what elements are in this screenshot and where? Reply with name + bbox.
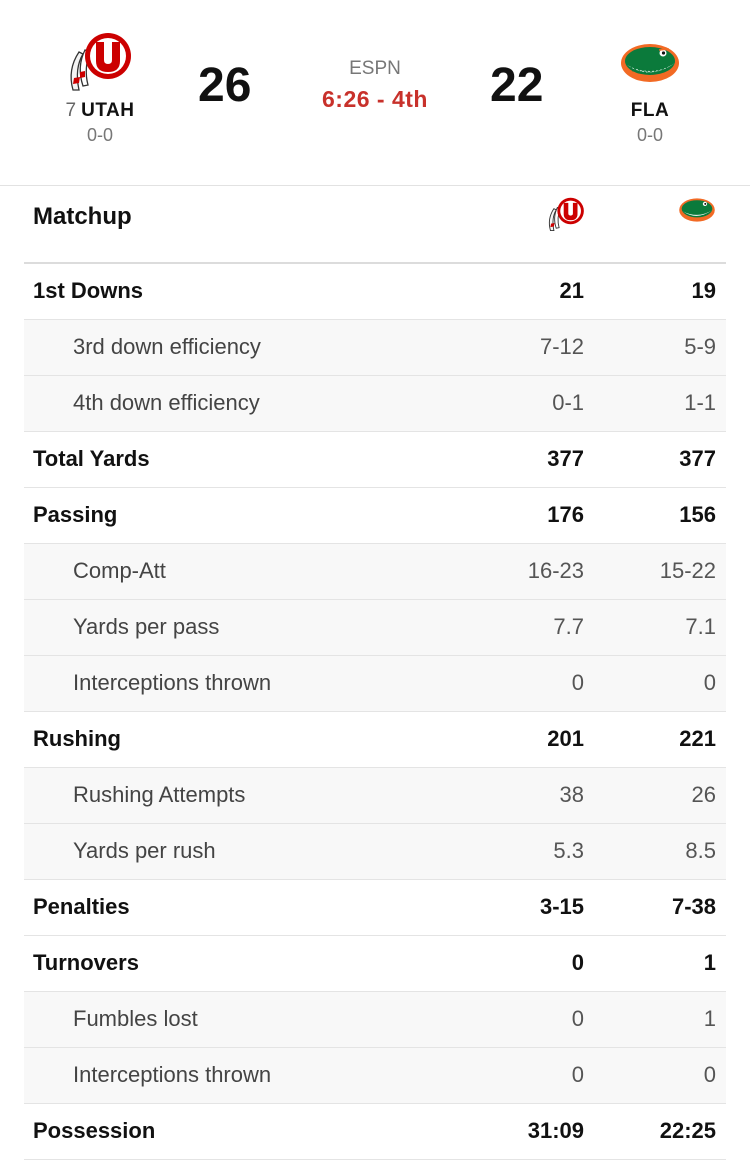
away-stat-value: 7.7 [553,614,584,639]
florida-gators-logo-icon [580,30,720,96]
stat-subrow: Comp-Att 16-23 15-22 [24,544,726,600]
home-stat-value: 0 [703,1062,716,1087]
stat-label: 1st Downs [33,278,144,303]
stat-label: Yards per pass [73,614,220,639]
home-stat-value: 7.1 [685,614,716,639]
matchup-stats-card: Matchup 1st Downs 21 19 3rd down efficiency… [0,185,750,1162]
game-status: ESPN 6:26 - 4th [290,58,460,113]
home-stat-value: 7-38 [671,894,716,919]
stat-row: Turnovers 0 1 [24,936,726,992]
stat-label: Rushing Attempts [73,782,246,807]
stat-label: Fumbles lost [73,1006,198,1031]
away-team-record: 0-0 [86,125,113,145]
home-stat-value: 5-9 [684,334,716,359]
away-stat-value: 16-23 [527,558,584,583]
stat-row: Possession 31:09 22:25 [24,1104,726,1160]
home-stat-value: 1 [703,950,716,975]
home-stat-value: 1-1 [684,390,716,415]
stat-label: Yards per rush [73,838,216,863]
florida-gators-logo-icon [678,196,716,229]
stat-label: Total Yards [33,446,150,471]
stat-label: Turnovers [33,950,139,975]
matchup-header: Matchup [24,186,726,264]
stat-subrow: 4th down efficiency 0-1 1-1 [24,376,726,432]
away-team[interactable]: 7 UTAH 0-0 [30,30,170,146]
stat-subrow: Yards per pass 7.7 7.1 [24,600,726,656]
stat-row: Penalties 3-15 7-38 [24,880,726,936]
stat-label: Comp-Att [73,558,166,583]
utah-utes-logo-icon [30,30,170,96]
stat-label: 4th down efficiency [73,390,260,415]
away-stat-value: 21 [559,278,584,303]
away-team-abbr: UTAH [81,100,135,121]
home-stat-value: 221 [679,726,716,751]
away-team-rank: 7 [65,100,77,121]
utah-utes-logo-icon [544,196,588,239]
home-stat-value: 377 [679,446,716,471]
home-stat-value: 0 [703,670,716,695]
away-stat-value: 0-1 [552,390,584,415]
stat-subrow: Fumbles lost 0 1 [24,992,726,1048]
stat-subrow: Rushing Attempts 38 26 [24,768,726,824]
stat-subrow: Interceptions thrown 0 0 [24,656,726,712]
stat-label: Passing [33,502,118,527]
away-stat-value: 176 [547,502,584,527]
broadcast-network: ESPN [349,58,401,79]
matchup-title: Matchup [33,203,132,230]
scoreboard-header: 7 UTAH 0-0 26 ESPN 6:26 - 4th 22 FLA 0-0 [0,0,750,184]
away-stat-value: 0 [571,1006,584,1031]
away-stat-value: 377 [547,446,584,471]
away-stat-value: 0 [571,1062,584,1087]
stat-label: Rushing [33,726,121,751]
stat-row: Total Yards 377 377 [24,432,726,488]
home-stat-value: 15-22 [659,558,716,583]
away-stat-value: 3-15 [539,894,584,919]
home-team-abbr: FLA [630,100,670,121]
home-stat-value: 19 [691,278,716,303]
home-team[interactable]: FLA 0-0 [580,30,720,146]
home-stat-value: 1 [703,1006,716,1031]
stat-row: 1st Downs 21 19 [24,264,726,320]
stat-subrow: Interceptions thrown 0 0 [24,1048,726,1104]
stats-table: 1st Downs 21 19 3rd down efficiency 7-12 5-9 4… [24,264,726,1160]
home-stat-value: 26 [691,782,716,807]
away-stat-value: 5.3 [553,838,584,863]
home-stat-value: 8.5 [685,838,716,863]
stat-label: Interceptions thrown [73,670,272,695]
home-score: 22 [490,59,544,112]
stat-label: Possession [33,1118,156,1143]
stat-subrow: Yards per rush 5.3 8.5 [24,824,726,880]
stat-subrow: 3rd down efficiency 7-12 5-9 [24,320,726,376]
away-score: 26 [198,59,252,112]
away-stat-value: 7-12 [539,334,584,359]
away-stat-value: 31:09 [527,1118,584,1143]
away-stat-value: 201 [547,726,584,751]
home-stat-value: 22:25 [659,1118,716,1143]
away-stat-value: 0 [571,670,584,695]
stat-row: Rushing 201 221 [24,712,726,768]
stat-label: Interceptions thrown [73,1062,272,1087]
stat-row: Passing 176 156 [24,488,726,544]
stat-label: 3rd down efficiency [73,334,261,359]
stat-label: Penalties [33,894,130,919]
home-stat-value: 156 [679,502,716,527]
game-clock: 6:26 - 4th [322,86,428,112]
home-team-record: 0-0 [636,125,663,145]
away-stat-value: 38 [559,782,584,807]
away-stat-value: 0 [571,950,584,975]
